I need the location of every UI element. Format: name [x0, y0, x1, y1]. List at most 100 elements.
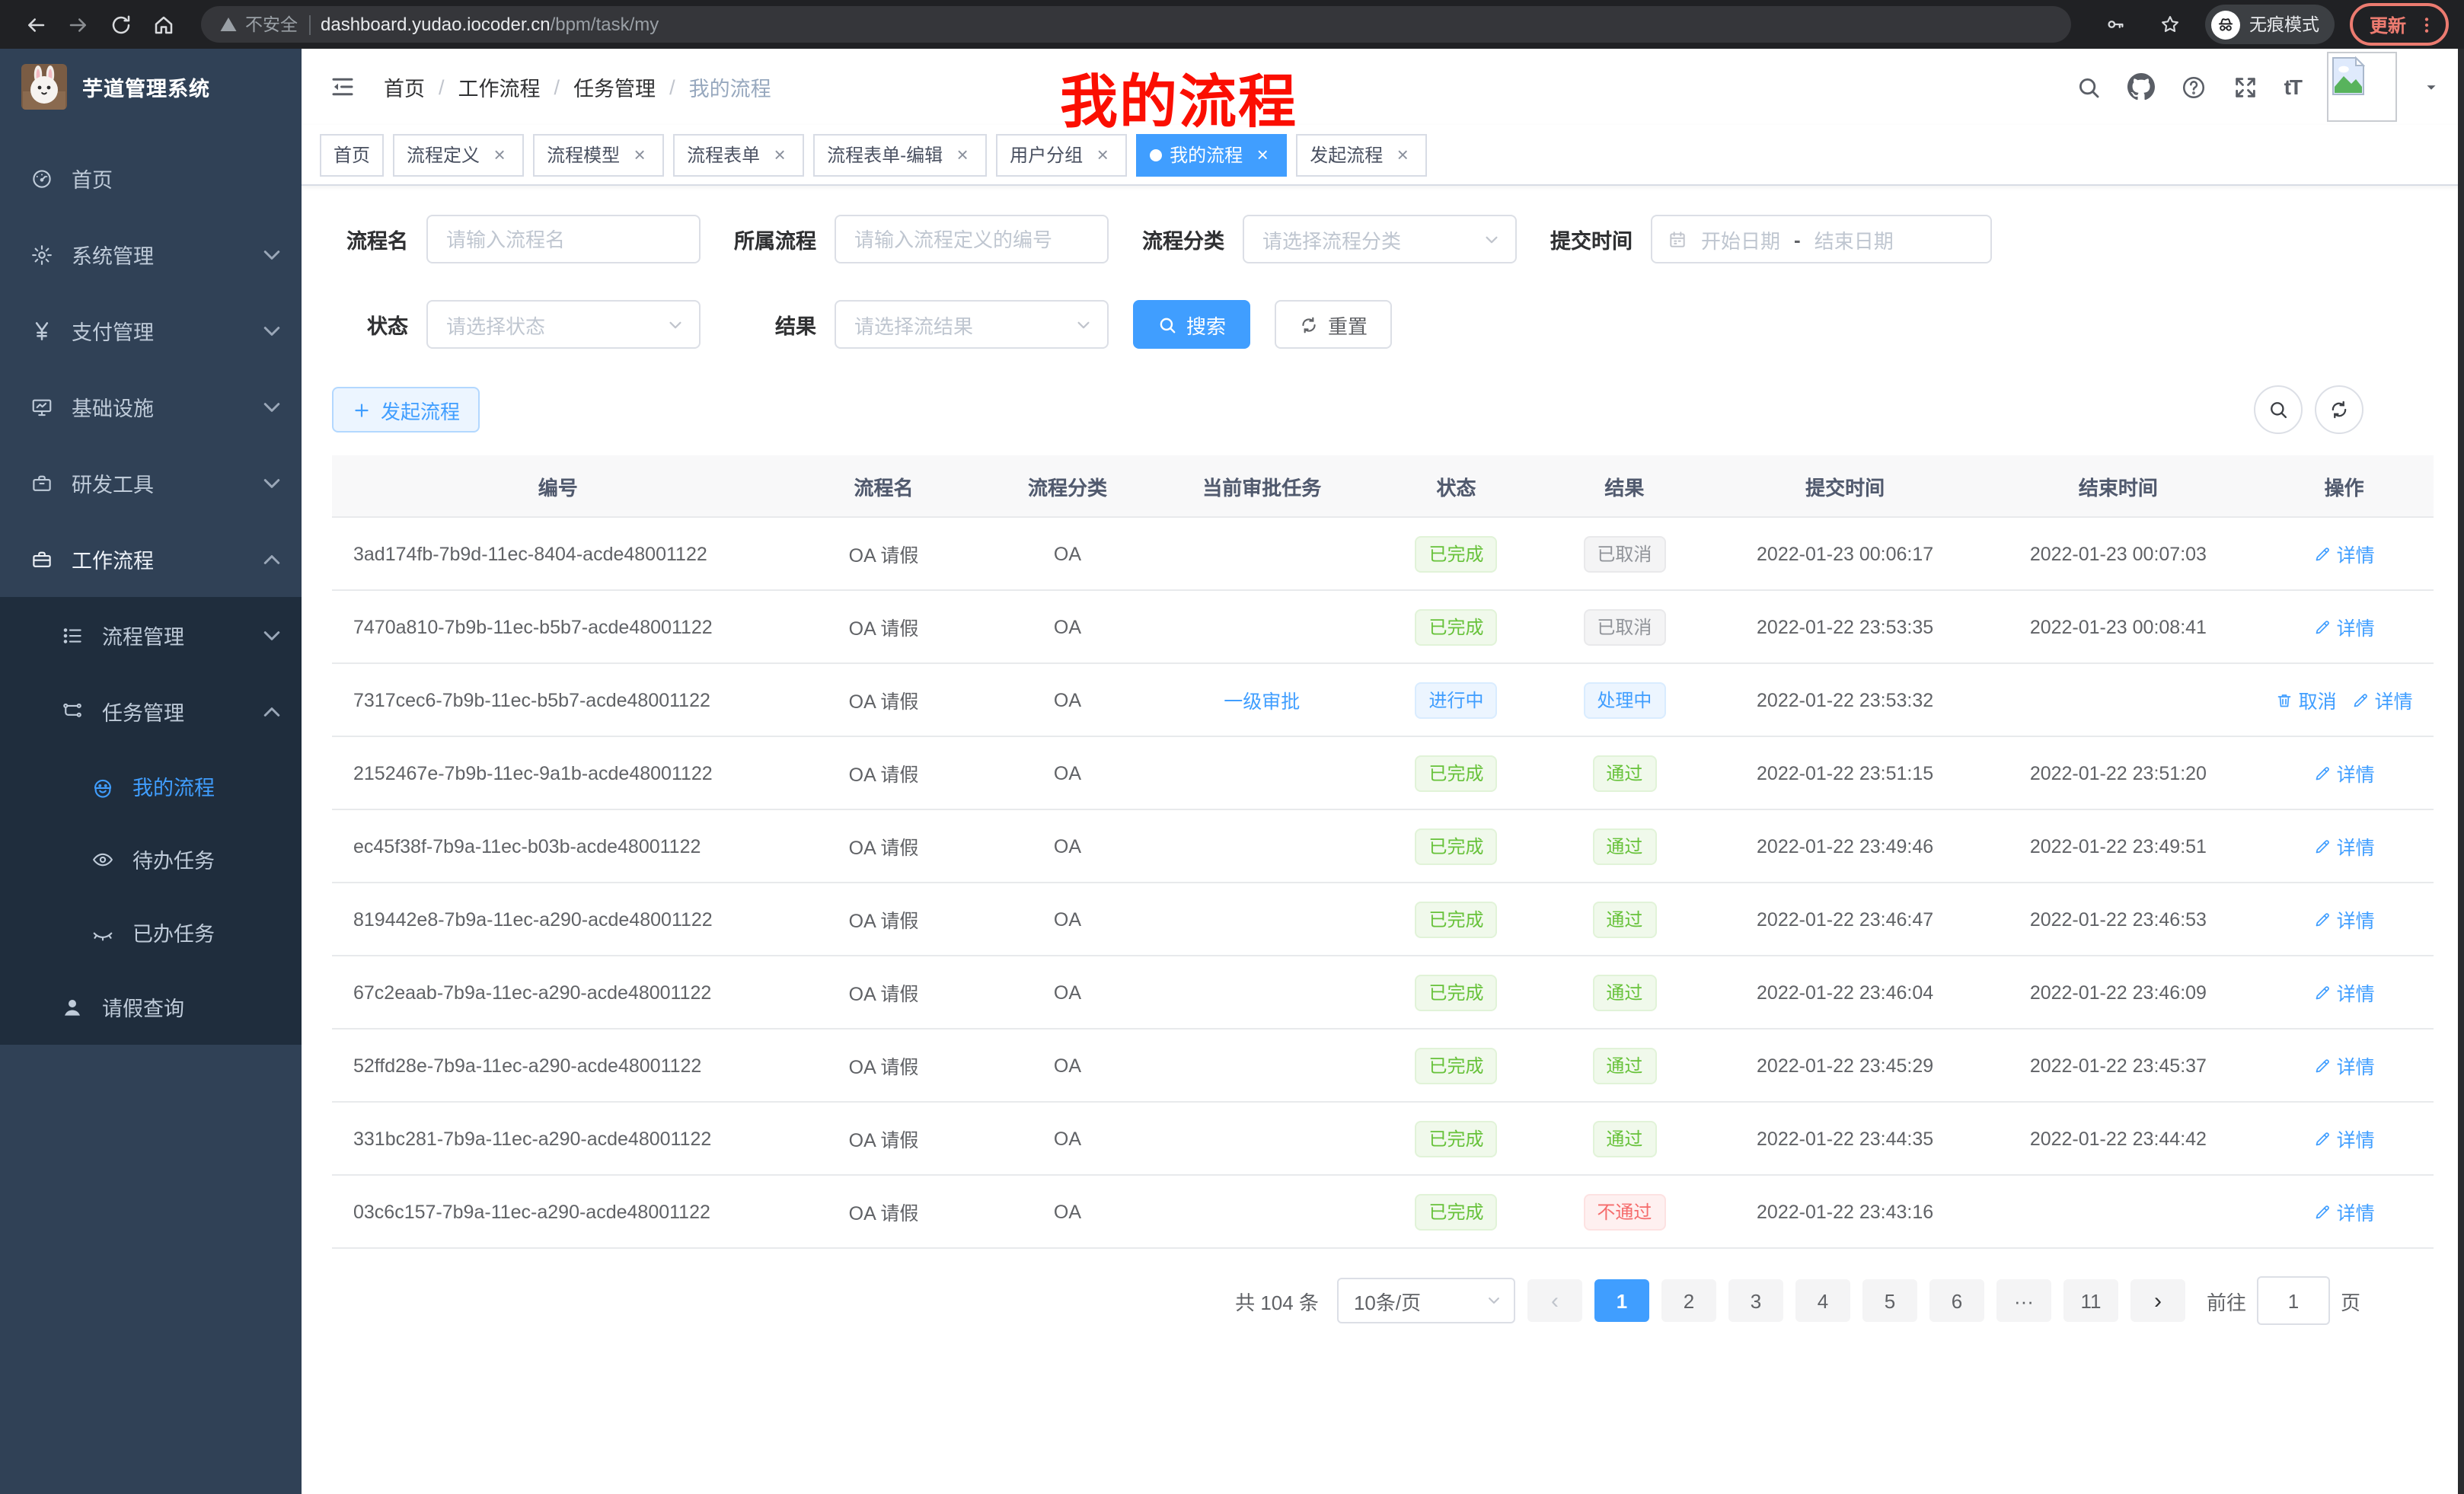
sidebar-item-home[interactable]: 首页: [0, 140, 302, 216]
reset-button[interactable]: 重置: [1275, 300, 1392, 349]
close-icon[interactable]: ×: [629, 144, 650, 165]
reload-icon[interactable]: [101, 5, 140, 44]
sidebar-item-dev-tools[interactable]: 研发工具: [0, 445, 302, 521]
tab-process-form-edit[interactable]: 流程表单-编辑×: [813, 133, 987, 176]
sidebar-item-my-process[interactable]: 我的流程: [0, 749, 302, 822]
breadcrumb-workflow[interactable]: 工作流程: [458, 72, 541, 102]
search-icon[interactable]: [2076, 74, 2102, 100]
close-icon[interactable]: ×: [1252, 144, 1273, 165]
detail-link[interactable]: 详情: [2314, 1051, 2375, 1080]
home-icon[interactable]: [143, 5, 183, 44]
page-size-value: 10条/页: [1354, 1286, 1421, 1315]
sidebar-item-task-management[interactable]: 任务管理: [0, 673, 302, 749]
sidebar-item-process-management[interactable]: 流程管理: [0, 597, 302, 673]
url-text[interactable]: dashboard.yudao.iocoder.cn/bpm/task/my: [321, 14, 659, 35]
create-process-button[interactable]: 发起流程: [332, 387, 480, 433]
goto-page-input[interactable]: [2257, 1276, 2330, 1325]
parent-process-input[interactable]: [835, 215, 1109, 263]
cell-status: 已完成: [1372, 1029, 1540, 1102]
pencil-icon: [2314, 1056, 2332, 1074]
cell-current-task: [1151, 1102, 1372, 1175]
detail-link[interactable]: 详情: [2314, 832, 2375, 860]
detail-link[interactable]: 详情: [2314, 1124, 2375, 1153]
caret-down-icon[interactable]: [2423, 78, 2440, 95]
tab-process-form[interactable]: 流程表单×: [673, 133, 804, 176]
status-badge: 已完成: [1416, 755, 1498, 791]
page-button[interactable]: 6: [1929, 1279, 1984, 1322]
tab-label: 用户分组: [1010, 142, 1083, 168]
sidebar-item-todo-task[interactable]: 待办任务: [0, 822, 302, 895]
search-button[interactable]: 搜索: [1133, 300, 1250, 349]
row-actions: 详情: [2314, 978, 2375, 1007]
tab-user-group[interactable]: 用户分组 ×: [996, 133, 1127, 176]
result-select[interactable]: 请选择流结果: [835, 300, 1109, 349]
status-select[interactable]: 请选择状态: [426, 300, 701, 349]
filter-category: 流程分类 请选择流程分类: [1133, 215, 1517, 263]
detail-link[interactable]: 详情: [2314, 905, 2375, 934]
breadcrumb-home[interactable]: 首页: [384, 72, 425, 102]
help-icon[interactable]: [2181, 74, 2207, 100]
sidebar-item-workflow[interactable]: 工作流程: [0, 521, 302, 597]
not-secure-warning[interactable]: 不安全: [219, 12, 298, 37]
close-icon[interactable]: ×: [952, 144, 973, 165]
detail-link[interactable]: 详情: [2314, 1197, 2375, 1226]
close-icon[interactable]: ×: [1092, 144, 1113, 165]
page-button[interactable]: 5: [1862, 1279, 1917, 1322]
fullscreen-icon[interactable]: [2233, 74, 2258, 100]
sidebar-item-system-management[interactable]: 系统管理: [0, 216, 302, 292]
column-header: 结束时间: [1982, 455, 2255, 517]
github-icon[interactable]: [2127, 73, 2155, 101]
current-task-link[interactable]: 一级审批: [1224, 685, 1300, 714]
process-name-input[interactable]: [426, 215, 701, 263]
close-icon[interactable]: ×: [489, 144, 510, 165]
page-button[interactable]: 3: [1728, 1279, 1783, 1322]
app-logo-row[interactable]: 芋道管理系统: [0, 49, 302, 125]
detail-link[interactable]: 详情: [2314, 612, 2375, 641]
prev-page-button[interactable]: ‹: [1527, 1279, 1582, 1322]
date-range-picker[interactable]: 开始日期 - 结束日期: [1651, 215, 1992, 263]
sidebar-collapse-icon[interactable]: [326, 70, 359, 104]
detail-link[interactable]: 详情: [2352, 685, 2413, 714]
robot-icon: [91, 774, 114, 797]
page-size-select[interactable]: 10条/页: [1337, 1278, 1515, 1323]
address-bar[interactable]: 不安全 dashboard.yudao.iocoder.cn/bpm/task/…: [201, 6, 2071, 43]
sidebar-item-label: 请假查询: [102, 991, 184, 1022]
row-actions: 详情: [2314, 758, 2375, 787]
breadcrumb-task-management[interactable]: 任务管理: [573, 72, 656, 102]
close-icon[interactable]: ×: [1392, 144, 1413, 165]
page-button[interactable]: 4: [1795, 1279, 1850, 1322]
avatar[interactable]: [2327, 52, 2397, 122]
forward-icon[interactable]: [58, 5, 97, 44]
detail-link[interactable]: 详情: [2314, 758, 2375, 787]
tab-process-model[interactable]: 流程模型×: [533, 133, 664, 176]
key-icon[interactable]: [2095, 5, 2135, 44]
sidebar-item-payment-management[interactable]: 支付管理: [0, 292, 302, 369]
sidebar-item-infrastructure[interactable]: 基础设施: [0, 369, 302, 445]
back-icon[interactable]: [15, 5, 55, 44]
page-button[interactable]: 2: [1661, 1279, 1716, 1322]
page-button[interactable]: 11: [2063, 1279, 2118, 1322]
detail-link[interactable]: 详情: [2314, 978, 2375, 1007]
font-size-icon[interactable]: tT: [2284, 75, 2301, 99]
tab-my-process[interactable]: 我的流程×: [1136, 133, 1287, 176]
update-button[interactable]: 更新: [2350, 3, 2449, 46]
tab-home[interactable]: 首页: [320, 133, 384, 176]
cancel-link[interactable]: 取消: [2276, 685, 2337, 714]
bookmark-star-icon[interactable]: [2150, 5, 2190, 44]
tab-start-process[interactable]: 发起流程×: [1296, 133, 1427, 176]
detail-link[interactable]: 详情: [2314, 539, 2375, 568]
window-scrollbar[interactable]: [2458, 49, 2464, 1494]
close-icon[interactable]: ×: [769, 144, 790, 165]
refresh-table-button[interactable]: [2315, 385, 2363, 434]
tab-process-definition[interactable]: 流程定义×: [393, 133, 524, 176]
filter-status: 状态 请选择状态: [332, 300, 701, 349]
show-search-button[interactable]: [2254, 385, 2303, 434]
sidebar-item-leave-query[interactable]: 请假查询: [0, 969, 302, 1045]
detail-label: 详情: [2375, 685, 2413, 714]
page-button[interactable]: 1: [1594, 1279, 1649, 1322]
page-ellipsis[interactable]: ···: [1996, 1279, 2051, 1322]
sidebar-item-done-task[interactable]: 已办任务: [0, 895, 302, 969]
next-page-button[interactable]: ›: [2130, 1279, 2185, 1322]
header-actions: tT: [2076, 52, 2440, 122]
category-select[interactable]: 请选择流程分类: [1243, 215, 1517, 263]
